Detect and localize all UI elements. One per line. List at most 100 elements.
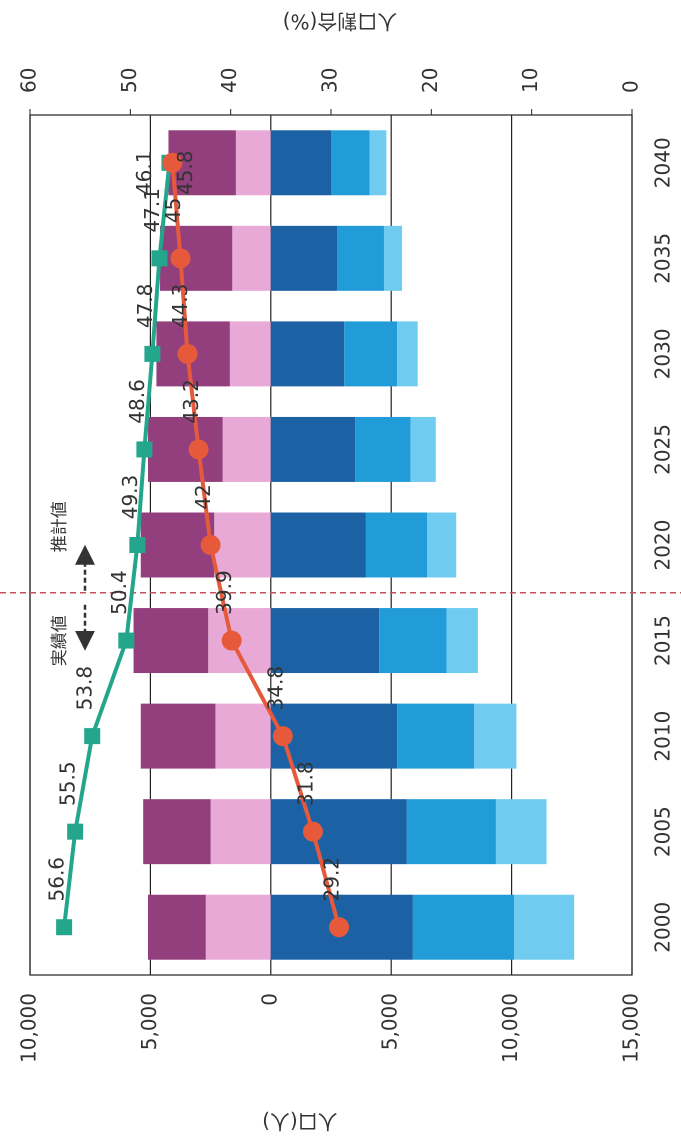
bar-segment [410, 416, 436, 482]
y2-tick-label: 20 [418, 68, 442, 93]
data-label: 34.8 [263, 666, 287, 711]
annotation: 実績値 [50, 615, 70, 666]
bar-segment [427, 512, 457, 578]
data-label: 29.2 [320, 857, 344, 902]
data-label: 47.1 [140, 188, 164, 233]
marker [151, 250, 168, 267]
bar-segment [232, 225, 271, 291]
x-tick-label: 2015 [651, 615, 675, 666]
x-tick-label: 2020 [651, 520, 675, 571]
marker [329, 917, 350, 938]
marker [302, 821, 323, 842]
data-label: 43.2 [179, 379, 203, 424]
x-tick-label: 2035 [651, 233, 675, 284]
bar-segment [270, 512, 366, 578]
bar-segment [270, 130, 331, 196]
bar-segment [133, 608, 209, 674]
bar-segment [397, 321, 418, 387]
data-label: 55.5 [56, 761, 80, 806]
data-label: 31.8 [293, 761, 317, 806]
bar-segment [270, 416, 356, 482]
x-tick-label: 2010 [651, 711, 675, 762]
marker [200, 535, 221, 555]
bar-segment [235, 130, 271, 196]
bar-segment [270, 703, 398, 769]
bar-segment [214, 512, 271, 578]
bar-segment [270, 799, 407, 865]
x-tick-label: 2025 [651, 424, 675, 475]
bar-segment [369, 130, 387, 196]
marker [56, 919, 73, 936]
bar-segment [270, 321, 345, 387]
y-tick-label: 10,000 [17, 993, 41, 1063]
marker [136, 441, 153, 458]
bar-segment [406, 799, 496, 865]
bar-segment [474, 703, 517, 769]
y-tick-label: 5,000 [378, 993, 402, 1050]
bar-segment [147, 894, 206, 960]
bar-segment [270, 608, 380, 674]
bar-segment [397, 703, 475, 769]
marker [177, 343, 198, 364]
data-label: 44.3 [168, 284, 192, 329]
marker [144, 345, 161, 362]
y2-tick-label: 30 [318, 68, 342, 93]
bar-segment [222, 416, 271, 482]
bar-segment [514, 894, 575, 960]
marker [170, 248, 191, 269]
bar-segment [143, 799, 211, 865]
bar-segment [270, 225, 338, 291]
x-tick-label: 2005 [651, 806, 675, 857]
y2-tick-label: 40 [217, 68, 241, 93]
bar-segment [383, 225, 403, 291]
annotation: 推計値 [50, 501, 70, 552]
bar-segment [331, 130, 370, 196]
data-label: 53.8 [73, 666, 97, 711]
rotated-chart: 10,000 5,000 0 5,000 10,000 15,00001020304050… [0, 10, 681, 1134]
data-label: 46.1 [132, 151, 156, 196]
bar-segment [168, 130, 236, 196]
data-label: 49.3 [118, 475, 142, 520]
bar-segment [140, 703, 216, 769]
data-label: 39.9 [212, 570, 236, 615]
data-label: 42 [191, 484, 215, 509]
x-tick-label: 2000 [651, 902, 675, 953]
y-axis-title: 人口(人) [262, 1110, 338, 1134]
bar-segment [446, 608, 478, 674]
x-tick-label: 2040 [651, 137, 675, 188]
marker [118, 632, 135, 649]
bar-segment [495, 799, 547, 865]
bar-segment [215, 703, 271, 769]
y-tick-label: 15,000 [619, 993, 643, 1063]
marker [221, 630, 242, 651]
bar-segment [205, 894, 271, 960]
y2-tick-label: 10 [518, 68, 542, 93]
bar-segment [355, 416, 411, 482]
y-tick-label: 5,000 [137, 993, 161, 1050]
data-label: 50.4 [107, 570, 131, 615]
marker [67, 823, 84, 840]
bar-segment [344, 321, 398, 387]
bar-segment [337, 225, 384, 291]
x-tick-label: 2030 [651, 328, 675, 379]
bar-segment [379, 608, 447, 674]
marker [188, 439, 209, 460]
marker [129, 537, 146, 553]
y2-tick-label: 50 [117, 68, 141, 93]
y2-axis-title: 人口割合(%) [283, 10, 398, 34]
y2-tick-label: 0 [619, 80, 643, 93]
bar-segment [229, 321, 271, 387]
y-tick-label: 10,000 [498, 993, 522, 1063]
bar-segment [210, 799, 271, 865]
marker [162, 152, 183, 173]
data-label: 56.6 [45, 857, 69, 902]
y-tick-label: 0 [257, 993, 281, 1006]
bar-segment [412, 894, 515, 960]
data-label: 45.8 [173, 151, 197, 196]
data-label: 48.6 [125, 379, 149, 424]
marker [84, 728, 101, 745]
bar-segment [140, 512, 215, 578]
data-label: 45 [161, 198, 185, 223]
